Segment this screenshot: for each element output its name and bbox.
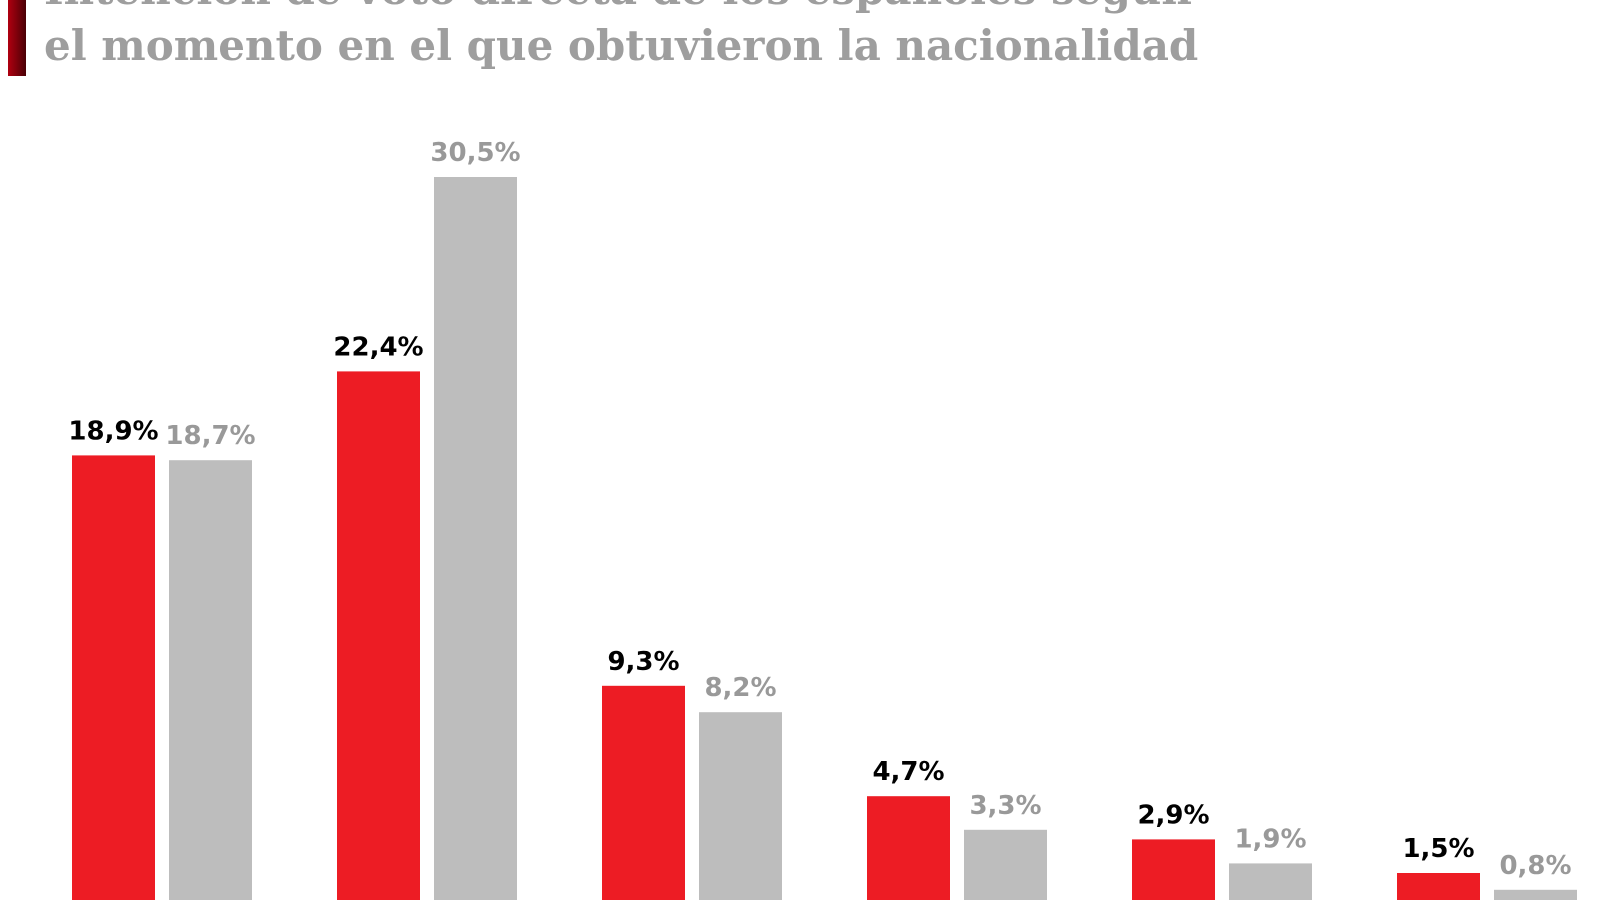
chart-title: el momento en el que obtuvieron la nacio… [44,21,1198,70]
value-label: 18,7% [165,421,255,451]
value-label: 30,5% [430,138,520,168]
bar [169,460,252,900]
value-label: 0,8% [1499,851,1571,881]
bar [1494,889,1577,900]
bar [337,371,420,900]
value-label: 9,3% [607,647,679,677]
bar [602,685,685,900]
bar [867,796,950,900]
value-label: 2,9% [1137,800,1209,830]
value-label: 1,5% [1402,834,1474,864]
value-label: 18,9% [68,416,158,446]
value-label: 4,7% [872,757,944,787]
value-label: 8,2% [704,673,776,703]
chart-title: Intención de voto directa de los español… [44,0,1192,14]
bar [699,712,782,900]
value-label: 1,9% [1234,824,1306,854]
value-label: 3,3% [969,791,1041,821]
bar [1397,873,1480,900]
bar [72,455,155,900]
title-accent [8,0,26,76]
bar [1229,863,1312,900]
bar [1132,839,1215,900]
value-label: 22,4% [333,332,423,362]
bar [434,177,517,900]
bar [964,829,1047,900]
